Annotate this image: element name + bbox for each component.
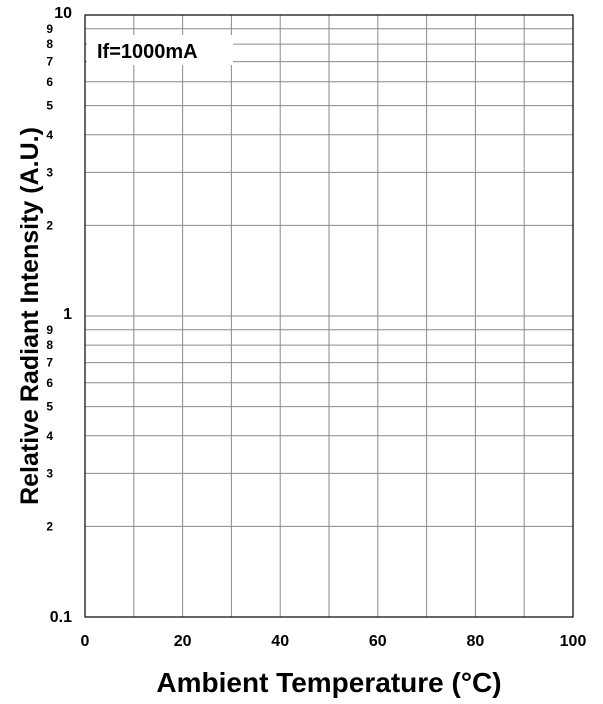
y-minor-tick-label: 3 bbox=[46, 466, 53, 480]
y-minor-tick-label: 2 bbox=[46, 519, 53, 533]
y-minor-tick-label: 4 bbox=[46, 429, 53, 443]
x-tick-label: 40 bbox=[271, 633, 289, 650]
current-annotation: If=1000mA bbox=[97, 41, 198, 63]
x-axis-title: Ambient Temperature (°C) bbox=[156, 667, 501, 698]
x-tick-label: 20 bbox=[174, 633, 192, 650]
y-major-tick-label: 10 bbox=[54, 5, 72, 22]
x-tick-label: 0 bbox=[81, 633, 90, 650]
y-axis-title: Relative Radiant Intensity (A.U.) bbox=[16, 127, 44, 505]
y-minor-tick-label: 7 bbox=[46, 55, 53, 69]
x-tick-label: 80 bbox=[467, 633, 485, 650]
y-minor-tick-label: 5 bbox=[46, 99, 53, 113]
y-minor-tick-label: 4 bbox=[46, 128, 53, 142]
x-tick-label: 100 bbox=[560, 633, 587, 650]
y-major-tick-label: 0.1 bbox=[50, 609, 72, 626]
y-minor-tick-label: 5 bbox=[46, 400, 53, 414]
y-minor-tick-label: 2 bbox=[46, 218, 53, 232]
y-minor-tick-label: 3 bbox=[46, 165, 53, 179]
plot-frame bbox=[84, 14, 574, 618]
y-minor-tick-label: 8 bbox=[46, 338, 53, 352]
y-minor-tick-label: 8 bbox=[46, 37, 53, 51]
y-minor-tick-label: 9 bbox=[46, 22, 53, 36]
annotation-background bbox=[87, 35, 233, 65]
grid-lines bbox=[85, 14, 573, 618]
y-minor-tick-label: 9 bbox=[46, 323, 53, 337]
x-tick-label: 60 bbox=[369, 633, 387, 650]
y-minor-tick-label: 6 bbox=[46, 75, 53, 89]
y-major-tick-label: 1 bbox=[63, 306, 72, 323]
y-minor-tick-label: 7 bbox=[46, 356, 53, 370]
y-minor-tick-label: 6 bbox=[46, 376, 53, 390]
